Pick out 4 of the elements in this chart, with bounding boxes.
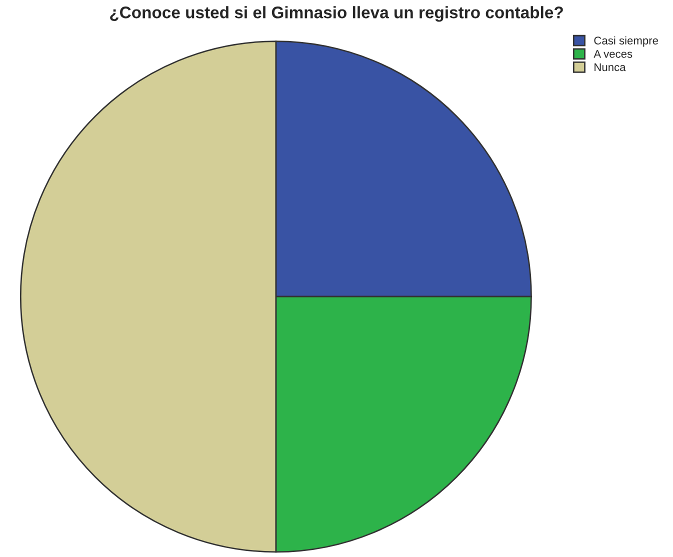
legend-label: Nunca bbox=[594, 63, 626, 72]
legend-label: A veces bbox=[594, 50, 632, 58]
legend-label: Casi siempre bbox=[594, 36, 658, 47]
chart-title: ¿Conoce usted si el Gimnasio lleva un registro contable? bbox=[110, 6, 563, 22]
